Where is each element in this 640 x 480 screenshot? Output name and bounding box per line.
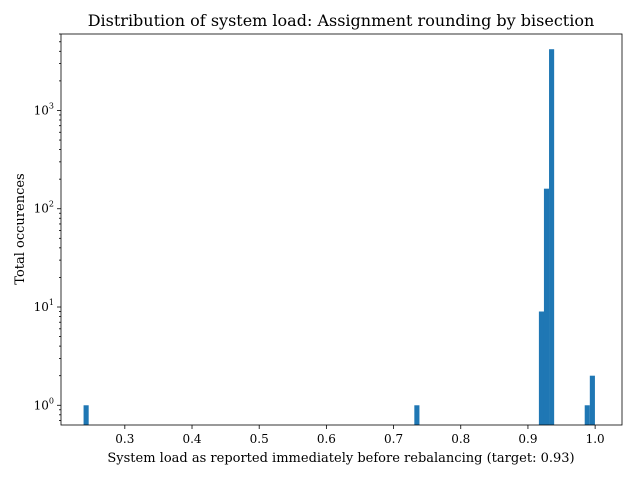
- y-tick-label: 100: [34, 396, 54, 412]
- x-axis-label: System load as reported immediately befo…: [107, 451, 574, 466]
- histogram-bar: [414, 405, 420, 425]
- histogram-bar: [549, 49, 555, 425]
- x-axis-ticks: 0.3 0.4 0.5 0.6 0.7 0.8 0.9 1.0: [115, 425, 605, 446]
- y-axis-label: Total occurences: [13, 173, 28, 284]
- y-axis-ticks: 100 101 102 103: [34, 33, 61, 421]
- x-tick-label: 0.9: [518, 432, 537, 446]
- x-tick-label: 0.7: [384, 432, 403, 446]
- x-tick-label: 0.4: [182, 432, 201, 446]
- y-tick-label: 103: [34, 101, 54, 117]
- x-tick-label: 0.3: [115, 432, 134, 446]
- histogram-bar: [584, 405, 590, 425]
- histogram-bar: [538, 311, 544, 425]
- y-tick-label: 101: [34, 298, 54, 314]
- bars-group: [83, 49, 595, 425]
- x-tick-label: 0.8: [451, 432, 470, 446]
- plot-frame: [60, 33, 623, 426]
- x-tick-label: 0.6: [317, 432, 336, 446]
- y-tick-label: 102: [34, 200, 54, 216]
- histogram-bar: [589, 375, 595, 425]
- histogram-bar: [543, 188, 550, 425]
- histogram-bar: [83, 405, 89, 425]
- chart-title: Distribution of system load: Assignment …: [88, 11, 595, 30]
- x-tick-label: 1.0: [586, 432, 605, 446]
- x-tick-label: 0.5: [250, 432, 269, 446]
